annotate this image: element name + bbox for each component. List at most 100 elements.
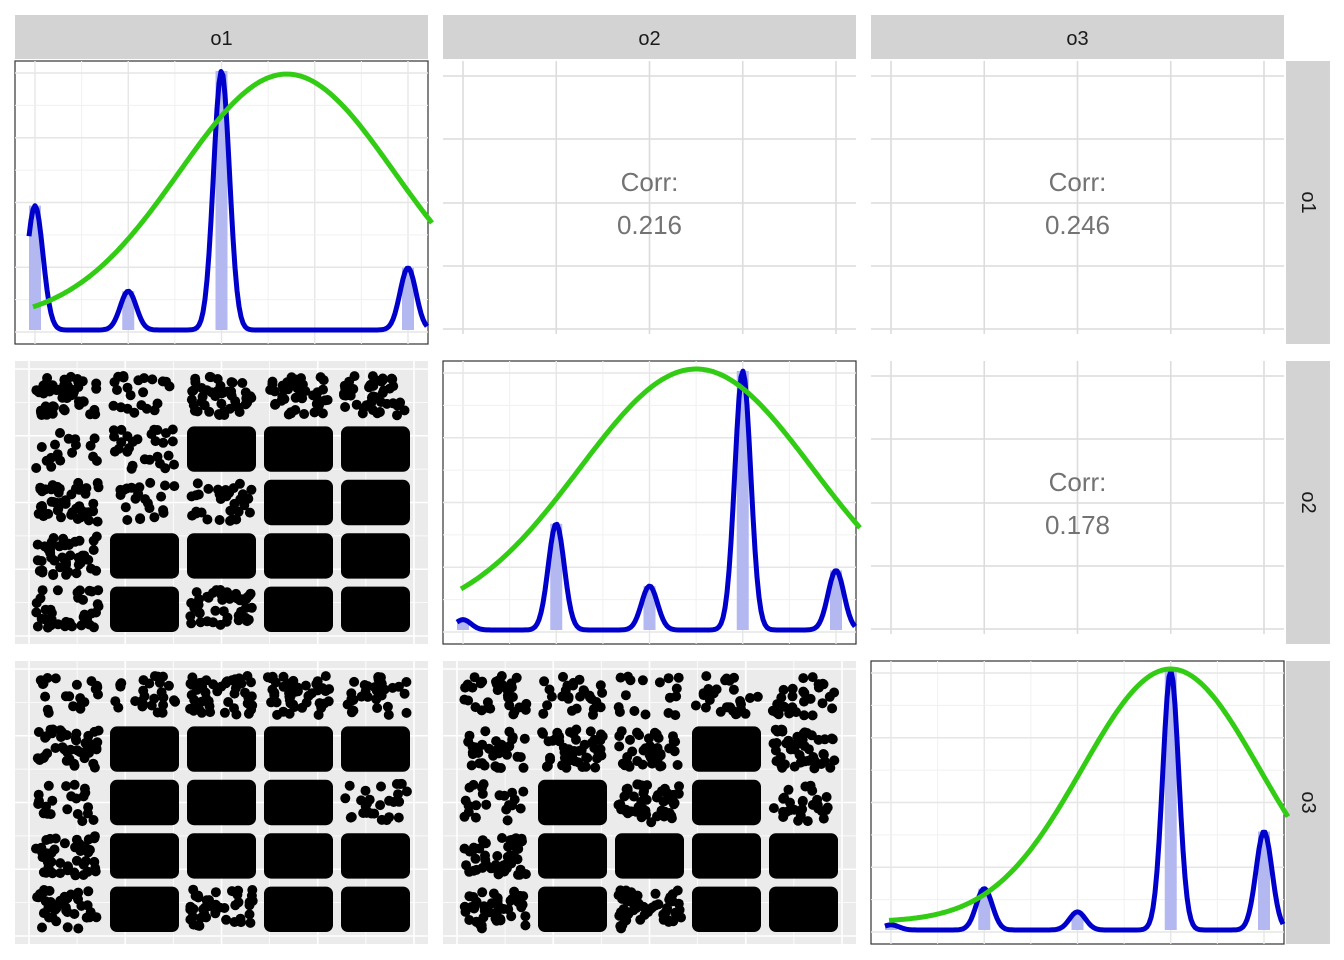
point	[127, 436, 138, 447]
point	[73, 887, 84, 898]
point	[640, 709, 651, 720]
point	[46, 461, 57, 472]
point	[152, 451, 163, 462]
point	[77, 550, 88, 561]
point	[265, 384, 276, 395]
point	[61, 905, 72, 916]
point	[37, 486, 48, 497]
point	[827, 703, 838, 714]
point-cluster	[692, 833, 761, 879]
point	[116, 437, 127, 448]
point	[384, 795, 395, 806]
point	[91, 383, 102, 394]
point	[615, 885, 626, 896]
point	[471, 800, 482, 811]
point	[514, 869, 525, 880]
point	[511, 842, 522, 853]
point	[241, 393, 252, 404]
point	[152, 425, 163, 435]
point	[187, 510, 198, 521]
point	[243, 614, 254, 625]
point	[246, 602, 257, 613]
point-cluster	[187, 533, 256, 579]
point	[205, 372, 216, 383]
point	[563, 692, 574, 702]
point	[68, 389, 78, 400]
point-cluster	[538, 886, 607, 932]
hist-bar	[1258, 831, 1270, 930]
point	[214, 489, 225, 500]
hist-bar	[830, 570, 842, 630]
point	[80, 787, 91, 798]
point	[210, 887, 221, 898]
strip-right-o1	[1286, 61, 1330, 344]
point	[499, 790, 510, 801]
point	[617, 893, 628, 904]
strip-right-label: o1	[1297, 191, 1319, 213]
point	[222, 612, 233, 623]
point	[60, 691, 71, 702]
hist-bar	[736, 371, 749, 630]
point	[89, 856, 100, 867]
point	[272, 709, 283, 720]
point	[291, 685, 302, 696]
point	[300, 680, 311, 691]
point	[236, 494, 247, 505]
point	[504, 726, 515, 737]
point	[807, 710, 818, 721]
point-cluster	[341, 586, 410, 632]
point	[125, 390, 136, 401]
point	[118, 485, 129, 496]
point	[145, 477, 156, 488]
point	[770, 745, 781, 756]
point	[89, 404, 100, 415]
point	[632, 779, 643, 790]
point	[223, 697, 234, 707]
point	[629, 706, 640, 716]
point	[160, 480, 170, 491]
density-line	[455, 368, 858, 633]
point	[777, 762, 788, 773]
point	[47, 795, 58, 806]
point	[158, 437, 169, 448]
point	[318, 384, 328, 395]
point	[520, 911, 531, 922]
point	[35, 889, 45, 899]
point	[158, 692, 169, 703]
point	[662, 788, 673, 799]
point	[463, 695, 474, 706]
point	[40, 691, 51, 702]
point	[676, 912, 686, 923]
point	[108, 425, 119, 436]
point	[477, 835, 488, 846]
point	[459, 901, 470, 912]
point	[50, 743, 61, 753]
point	[37, 922, 47, 933]
point	[656, 805, 667, 816]
point	[169, 481, 180, 492]
point	[635, 914, 646, 925]
point	[401, 707, 412, 718]
point	[582, 753, 593, 763]
point	[64, 617, 75, 628]
point	[149, 405, 160, 416]
point	[231, 514, 242, 525]
point	[673, 898, 684, 909]
point	[669, 798, 680, 808]
normal-curve	[32, 71, 434, 310]
point	[214, 410, 225, 420]
corr-label: Corr:	[1049, 167, 1107, 197]
normal-curve	[459, 366, 862, 592]
point	[210, 391, 221, 402]
point	[37, 567, 48, 578]
point	[623, 909, 634, 920]
scatter-panel-o2-o1	[15, 361, 428, 644]
point	[459, 843, 470, 854]
point	[827, 734, 838, 745]
point	[45, 866, 56, 877]
point	[144, 503, 155, 514]
point	[315, 372, 326, 383]
point	[818, 813, 829, 824]
point	[195, 617, 206, 628]
point	[31, 463, 42, 473]
